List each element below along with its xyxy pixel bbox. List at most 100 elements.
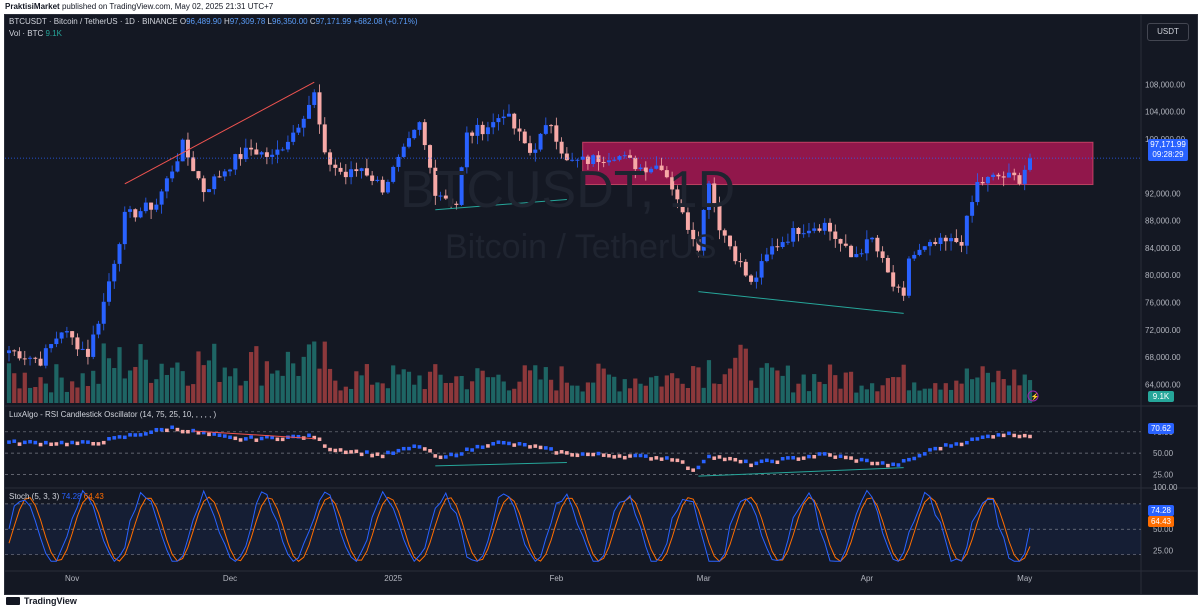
volume-bar — [943, 383, 948, 403]
volume-bar — [670, 373, 675, 403]
volume-bar — [396, 374, 401, 403]
volume-bar — [612, 376, 617, 403]
volume-bar — [643, 385, 648, 403]
rsi-candle — [928, 448, 932, 452]
candle-body — [691, 229, 696, 240]
rsi-candle — [233, 436, 238, 441]
rsi-candle — [496, 440, 501, 444]
stoch-d-value: 64.43 — [83, 492, 104, 501]
candle-body — [843, 243, 848, 246]
candle-body — [838, 238, 843, 244]
candle-body — [49, 344, 54, 349]
volume-bar — [880, 385, 885, 403]
volume-bar — [633, 378, 638, 403]
time-tick-label: May — [1017, 574, 1032, 583]
volume-bar — [122, 378, 127, 403]
alert-icon-glyph: ⚡ — [1031, 392, 1040, 401]
candle-body — [917, 249, 922, 255]
candle-body — [154, 204, 159, 210]
rsi-candle — [28, 439, 32, 444]
rsi-candle — [970, 437, 974, 442]
candle-body — [701, 209, 706, 251]
rsi-candle — [417, 445, 422, 449]
currency-button[interactable]: USDT — [1147, 23, 1189, 41]
rsi-candle — [17, 442, 22, 446]
rsi-legend[interactable]: LuxAlgo - RSI Candlestick Oscillator (14… — [9, 410, 216, 419]
candle-body — [770, 246, 775, 255]
rsi-candle — [307, 433, 311, 438]
rsi-divergence-line — [435, 462, 567, 467]
candle-body — [812, 228, 817, 231]
publisher-name[interactable]: PraktisiMarket — [5, 2, 60, 11]
volume-legend[interactable]: Vol · BTC 9.1K — [9, 29, 62, 38]
volume-bar — [443, 382, 448, 403]
volume-bar — [6, 363, 12, 403]
volume-bar — [733, 357, 738, 403]
rsi-candle — [696, 465, 701, 470]
volume-bar — [412, 384, 417, 403]
candle-body — [285, 141, 290, 150]
candle-body — [959, 242, 964, 246]
candle-body — [738, 261, 743, 263]
volume-bar — [854, 392, 859, 403]
candle-body — [517, 128, 522, 132]
rsi-level-label: 50.00 — [1153, 449, 1174, 458]
candle-body — [280, 149, 285, 151]
volume-bar — [985, 372, 991, 403]
volume-bar — [727, 368, 733, 403]
volume-bar — [654, 375, 659, 403]
volume-bar — [48, 392, 54, 403]
rsi-candle — [112, 436, 117, 440]
rsi-candle — [491, 442, 496, 446]
rsi-candle — [80, 440, 85, 444]
rsi-candle — [59, 440, 64, 445]
rsi-candle — [891, 462, 896, 467]
candle-body — [212, 176, 217, 190]
rsi-candle — [243, 437, 248, 441]
candle-body — [449, 198, 454, 204]
price-tick-label: 88,000.00 — [1145, 217, 1181, 226]
volume-bar — [380, 383, 385, 403]
rsi-candle — [670, 458, 674, 462]
rsi-candle — [733, 457, 738, 462]
volume-bar — [648, 377, 654, 403]
symbol-legend[interactable]: BTCUSDT · Bitcoin / TetherUS · 1D · BINA… — [9, 17, 417, 26]
rsi-candle — [749, 463, 753, 468]
chart-area[interactable]: 108,000.00104,000.00100,000.0092,000.008… — [4, 14, 1198, 595]
rsi-candle — [512, 443, 517, 447]
rsi-candle — [712, 456, 717, 460]
stoch-legend[interactable]: Stoch (5, 3, 3) 74.28 64.43 — [9, 492, 104, 501]
candle-body — [401, 146, 406, 157]
volume-bar — [238, 385, 243, 403]
tradingview-logo[interactable]: TradingView — [6, 596, 77, 606]
rsi-candle — [949, 444, 953, 448]
rsi-candle — [954, 442, 959, 446]
volume-bar — [659, 386, 664, 403]
volume-bar — [885, 378, 891, 403]
candle-body — [385, 181, 390, 193]
volume-bar — [801, 374, 806, 403]
volume-bar — [59, 377, 64, 403]
volume-bar — [427, 371, 433, 403]
candle-body — [91, 334, 96, 357]
candle-body — [1022, 169, 1027, 184]
candle-body — [428, 145, 433, 168]
candle-body — [522, 131, 527, 144]
rsi-candle — [617, 454, 622, 458]
rsi-candle — [680, 460, 685, 464]
candle-body — [291, 132, 296, 142]
candle-body — [712, 183, 717, 204]
time-tick-label: Mar — [697, 574, 711, 583]
candle-body — [985, 177, 990, 184]
candle-body — [143, 202, 148, 212]
candle-body — [670, 177, 675, 190]
chart-canvas[interactable]: 108,000.00104,000.00100,000.0092,000.008… — [5, 15, 1197, 594]
rsi-candle — [843, 455, 848, 460]
candle-body — [806, 230, 811, 234]
candle-body — [785, 241, 790, 243]
candles — [7, 84, 1032, 369]
candle-body — [854, 254, 859, 258]
rsi-candle — [1028, 434, 1032, 439]
volume-bar — [870, 383, 875, 403]
volume-bar — [796, 383, 801, 403]
